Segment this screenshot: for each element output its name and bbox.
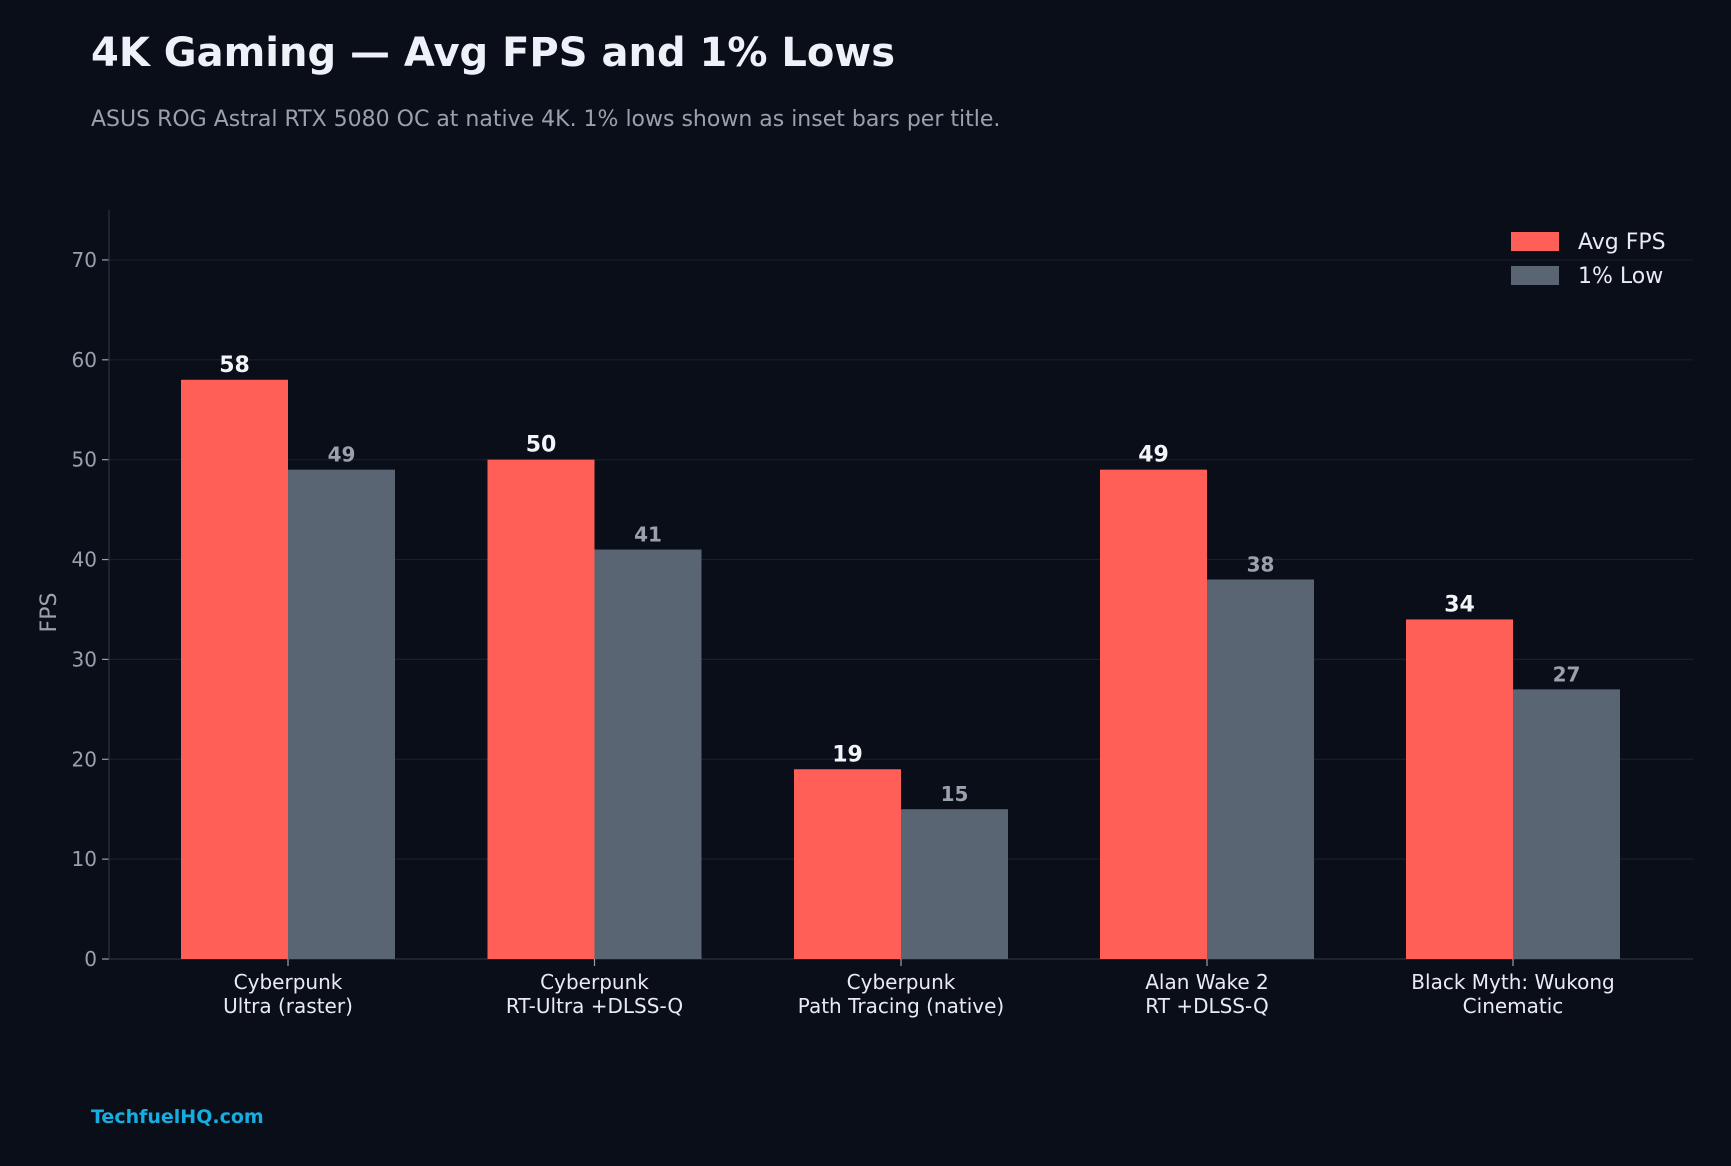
x-tick-label-line: RT-Ultra +DLSS-Q bbox=[506, 994, 683, 1018]
x-tick-label: Cyberpunk Path Tracing (native) bbox=[798, 970, 1004, 1018]
x-tick-label: Black Myth: Wukong Cinematic bbox=[1411, 970, 1614, 1018]
bar-1pct-low bbox=[594, 549, 702, 959]
y-tick-label: 70 bbox=[72, 248, 97, 272]
y-tick-label: 20 bbox=[72, 747, 97, 771]
x-tick-label-line: Cyberpunk bbox=[234, 970, 343, 994]
x-tick-label-line: Cinematic bbox=[1463, 994, 1564, 1018]
legend-swatch bbox=[1511, 232, 1559, 251]
bar-avg-fps bbox=[1100, 469, 1207, 959]
bar-1pct-low bbox=[1207, 579, 1314, 959]
x-tick-label: Cyberpunk Ultra (raster) bbox=[223, 970, 353, 1018]
x-tick-label: Cyberpunk RT-Ultra +DLSS-Q bbox=[506, 970, 683, 1018]
bar-1pct-low bbox=[288, 469, 395, 959]
data-label-1pct-low: 38 bbox=[1247, 553, 1275, 577]
bar-avg-fps bbox=[1406, 619, 1513, 959]
data-label-1pct-low: 15 bbox=[941, 782, 969, 806]
x-tick-label-line: Cyberpunk bbox=[847, 970, 956, 994]
data-label-avg-fps: 49 bbox=[1138, 443, 1169, 468]
bar-avg-fps bbox=[181, 379, 288, 960]
data-label-1pct-low: 49 bbox=[328, 443, 356, 467]
data-label-avg-fps: 58 bbox=[219, 353, 250, 378]
y-tick-label: 10 bbox=[72, 847, 97, 871]
legend-label: 1% Low bbox=[1578, 264, 1663, 289]
data-label-1pct-low: 27 bbox=[1553, 662, 1581, 686]
bar-avg-fps bbox=[794, 769, 901, 959]
data-label-1pct-low: 41 bbox=[634, 523, 662, 547]
data-label-avg-fps: 50 bbox=[526, 433, 557, 458]
x-tick-label-line: Cyberpunk bbox=[540, 970, 649, 994]
x-tick-label: Alan Wake 2 RT +DLSS-Q bbox=[1145, 970, 1269, 1018]
legend-label: Avg FPS bbox=[1578, 230, 1666, 255]
chart-title: 4K Gaming — Avg FPS and 1% Lows bbox=[91, 30, 896, 76]
data-label-avg-fps: 19 bbox=[832, 742, 863, 767]
x-tick-label-line: Black Myth: Wukong bbox=[1411, 970, 1614, 994]
bar-1pct-low bbox=[901, 809, 1008, 959]
x-tick-label-line: RT +DLSS-Q bbox=[1145, 994, 1268, 1018]
y-tick-label: 50 bbox=[72, 448, 97, 472]
bar-avg-fps bbox=[487, 459, 595, 959]
x-tick-label-line: Path Tracing (native) bbox=[798, 994, 1004, 1018]
chart-subtitle: ASUS ROG Astral RTX 5080 OC at native 4K… bbox=[91, 107, 1001, 132]
data-label-avg-fps: 34 bbox=[1444, 592, 1475, 617]
x-tick-label-line: Alan Wake 2 bbox=[1145, 970, 1269, 994]
y-axis-title: FPS bbox=[37, 593, 62, 633]
y-tick-label: 60 bbox=[72, 348, 97, 372]
y-tick-label: 0 bbox=[84, 947, 97, 971]
y-tick-label: 30 bbox=[72, 647, 97, 671]
x-tick-label-line: Ultra (raster) bbox=[223, 994, 353, 1018]
legend-swatch bbox=[1511, 266, 1559, 285]
y-tick-label: 40 bbox=[72, 548, 97, 572]
source-label: TechfuelHQ.com bbox=[91, 1106, 264, 1128]
bar-1pct-low bbox=[1513, 689, 1620, 959]
